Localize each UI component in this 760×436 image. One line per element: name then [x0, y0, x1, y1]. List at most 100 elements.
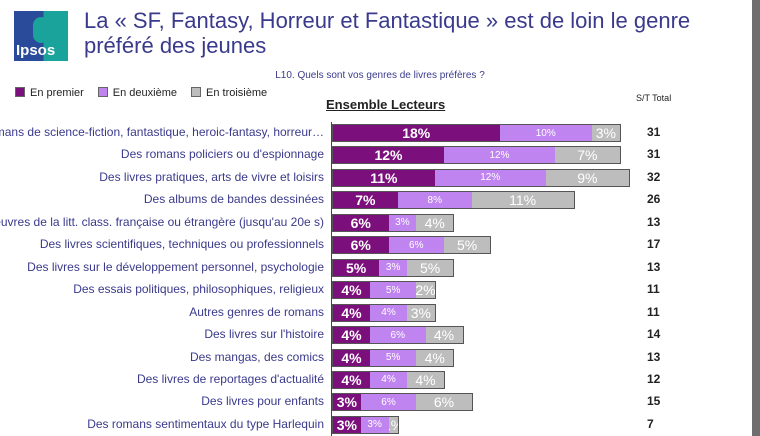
bar-segment: 5%	[333, 259, 380, 276]
stacked-bar: 11% 12% 9%	[332, 168, 630, 187]
bar-segment: 7%	[555, 147, 620, 164]
legend-label: En deuxième	[112, 87, 178, 99]
total-value: 17	[647, 237, 661, 252]
bar-segment: 18%	[333, 125, 500, 141]
window-border	[752, 0, 760, 436]
page-title: La « SF, Fantasy, Horreur et Fantastique…	[84, 8, 691, 58]
category-label: Des livres pratiques, arts de vivre et l…	[99, 169, 324, 184]
bar-segment: 4%	[333, 304, 370, 321]
bar-segment: 4%	[333, 349, 370, 366]
category-label: Oeuvres de la litt. class. française ou …	[0, 214, 324, 229]
legend: En premier En deuxième En troisième	[15, 87, 267, 99]
stacked-bar: 4% 4% 4%	[332, 370, 445, 389]
legend-swatch	[15, 87, 25, 97]
bar-segment: 6%	[333, 214, 389, 231]
stacked-bar: 12% 12% 7%	[332, 146, 621, 165]
bar-segment: 3%	[592, 125, 620, 141]
bar-segment: 12%	[434, 169, 546, 186]
stacked-bar: 4% 5% 2%	[332, 281, 436, 300]
bar-segment: 3%	[360, 416, 389, 433]
bar-segment: 4%	[370, 304, 407, 321]
bar-row: Des albums de bandes dessinées 7% 8% 11% 26	[0, 191, 760, 210]
bar-segment: 4%	[407, 371, 444, 388]
stacked-bar: 6% 3% 4%	[332, 213, 455, 232]
bar-row: Des livres pour enfants 3% 6% 6% 15	[0, 393, 760, 412]
bar-row: Autres genres de romans 4% 4% 3% 11	[0, 303, 760, 322]
bar-row: Des mangas, des comics 4% 5% 4% 13	[0, 348, 760, 367]
legend-item: En troisième	[191, 87, 267, 99]
bar-segment: 9%	[545, 169, 629, 186]
bar-row: Romans de science-fiction, fantastique, …	[0, 124, 760, 142]
category-label: Des livres de reportages d'actualité	[136, 371, 324, 386]
bar-segment: 6%	[370, 327, 426, 344]
total-header: S/T Total	[636, 93, 672, 103]
category-label: Romans de science-fiction, fantastique, …	[0, 125, 324, 139]
category-label: Des livres sur le développement personne…	[27, 259, 324, 274]
category-label: Des livres scientifiques, techniques ou …	[39, 237, 324, 252]
bar-segment: 5%	[370, 349, 417, 366]
category-label: Des mangas, des comics	[189, 349, 324, 364]
bar-row: Des livres sur le développement personne…	[0, 258, 760, 277]
bar-row: Des livres de reportages d'actualité 4% 4%…	[0, 370, 760, 389]
bar-segment: 6%	[333, 237, 389, 254]
bar-segment: 4%	[416, 214, 454, 231]
legend-label: En premier	[30, 87, 84, 99]
total-value: 31	[647, 147, 661, 162]
bar-segment: 8%	[397, 192, 472, 209]
bar-segment: 6%	[388, 237, 444, 254]
bar-segment: 6%	[416, 394, 472, 411]
stacked-bar: 3% 6% 6%	[332, 393, 473, 412]
bar-row: Des romans policiers ou d'espionnage 12% 1…	[0, 146, 760, 165]
total-value: 31	[647, 125, 661, 139]
bar-segment: 11%	[333, 169, 435, 186]
bar-segment: 3%	[333, 416, 361, 433]
bar-segment: 2%	[416, 282, 435, 299]
total-value: 14	[647, 327, 661, 342]
legend-label: En troisième	[206, 87, 268, 99]
category-label: Des albums de bandes dessinées	[143, 192, 324, 207]
total-value: 26	[647, 192, 661, 207]
bar-segment: 7%	[333, 192, 398, 209]
total-value: 13	[647, 259, 661, 274]
question-text: L10. Quels sont vos genres de livres pré…	[275, 70, 485, 81]
ipsos-logo: Ipsos	[14, 11, 68, 61]
bar-segment: 12%	[444, 147, 555, 164]
bar-segment: 6%	[360, 394, 417, 411]
legend-swatch	[97, 87, 108, 97]
bar-segment: 4%	[333, 327, 370, 344]
bar-segment: 3%	[407, 304, 435, 321]
bar-segment: 3%	[333, 394, 361, 411]
total-value: 15	[647, 394, 661, 409]
category-label: Des romans sentimentaux du type Harlequi…	[87, 416, 324, 431]
bar-segment: 4%	[333, 282, 370, 299]
y-axis-line	[331, 122, 332, 436]
bar-row: Des livres sur l'histoire 4% 6% 4% 14	[0, 326, 760, 345]
category-label: Des romans policiers ou d'espionnage	[120, 147, 324, 162]
bar-row: Des livres scientifiques, techniques ou …	[0, 236, 760, 255]
bar-segment: 4%	[333, 371, 370, 388]
bar-row: Oeuvres de la litt. class. française ou …	[0, 213, 760, 232]
total-value: 11	[647, 282, 660, 297]
bar-row: Des essais politiques, philosophiques, r…	[0, 281, 760, 300]
total-value: 32	[647, 169, 661, 184]
stacked-bar: 3%3%1%	[332, 415, 399, 434]
stacked-bar: 7% 8% 11%	[332, 191, 575, 210]
stacked-bar: 4% 5% 4%	[332, 348, 455, 367]
legend-item: En deuxième	[97, 87, 178, 99]
category-label: Des livres pour enfants	[201, 394, 324, 409]
bar-segment: 4%	[425, 327, 463, 344]
chart-title: Ensemble Lecteurs	[326, 97, 446, 112]
bar-segment: 12%	[333, 147, 444, 164]
category-label: Des livres sur l'histoire	[204, 327, 324, 342]
total-value: 13	[647, 349, 661, 364]
total-value: 11	[647, 304, 660, 319]
bar-segment: 3%	[379, 259, 407, 276]
bar-segment: 10%	[499, 125, 592, 141]
bar-segment: 5%	[444, 237, 491, 254]
bar-segment: 4%	[416, 349, 454, 366]
bar-segment: 11%	[471, 192, 574, 209]
stacked-bar: 4% 4% 3%	[332, 303, 436, 322]
bar-segment: 5%	[370, 282, 417, 299]
legend-item: En premier	[15, 87, 84, 99]
total-value: 12	[647, 371, 661, 386]
